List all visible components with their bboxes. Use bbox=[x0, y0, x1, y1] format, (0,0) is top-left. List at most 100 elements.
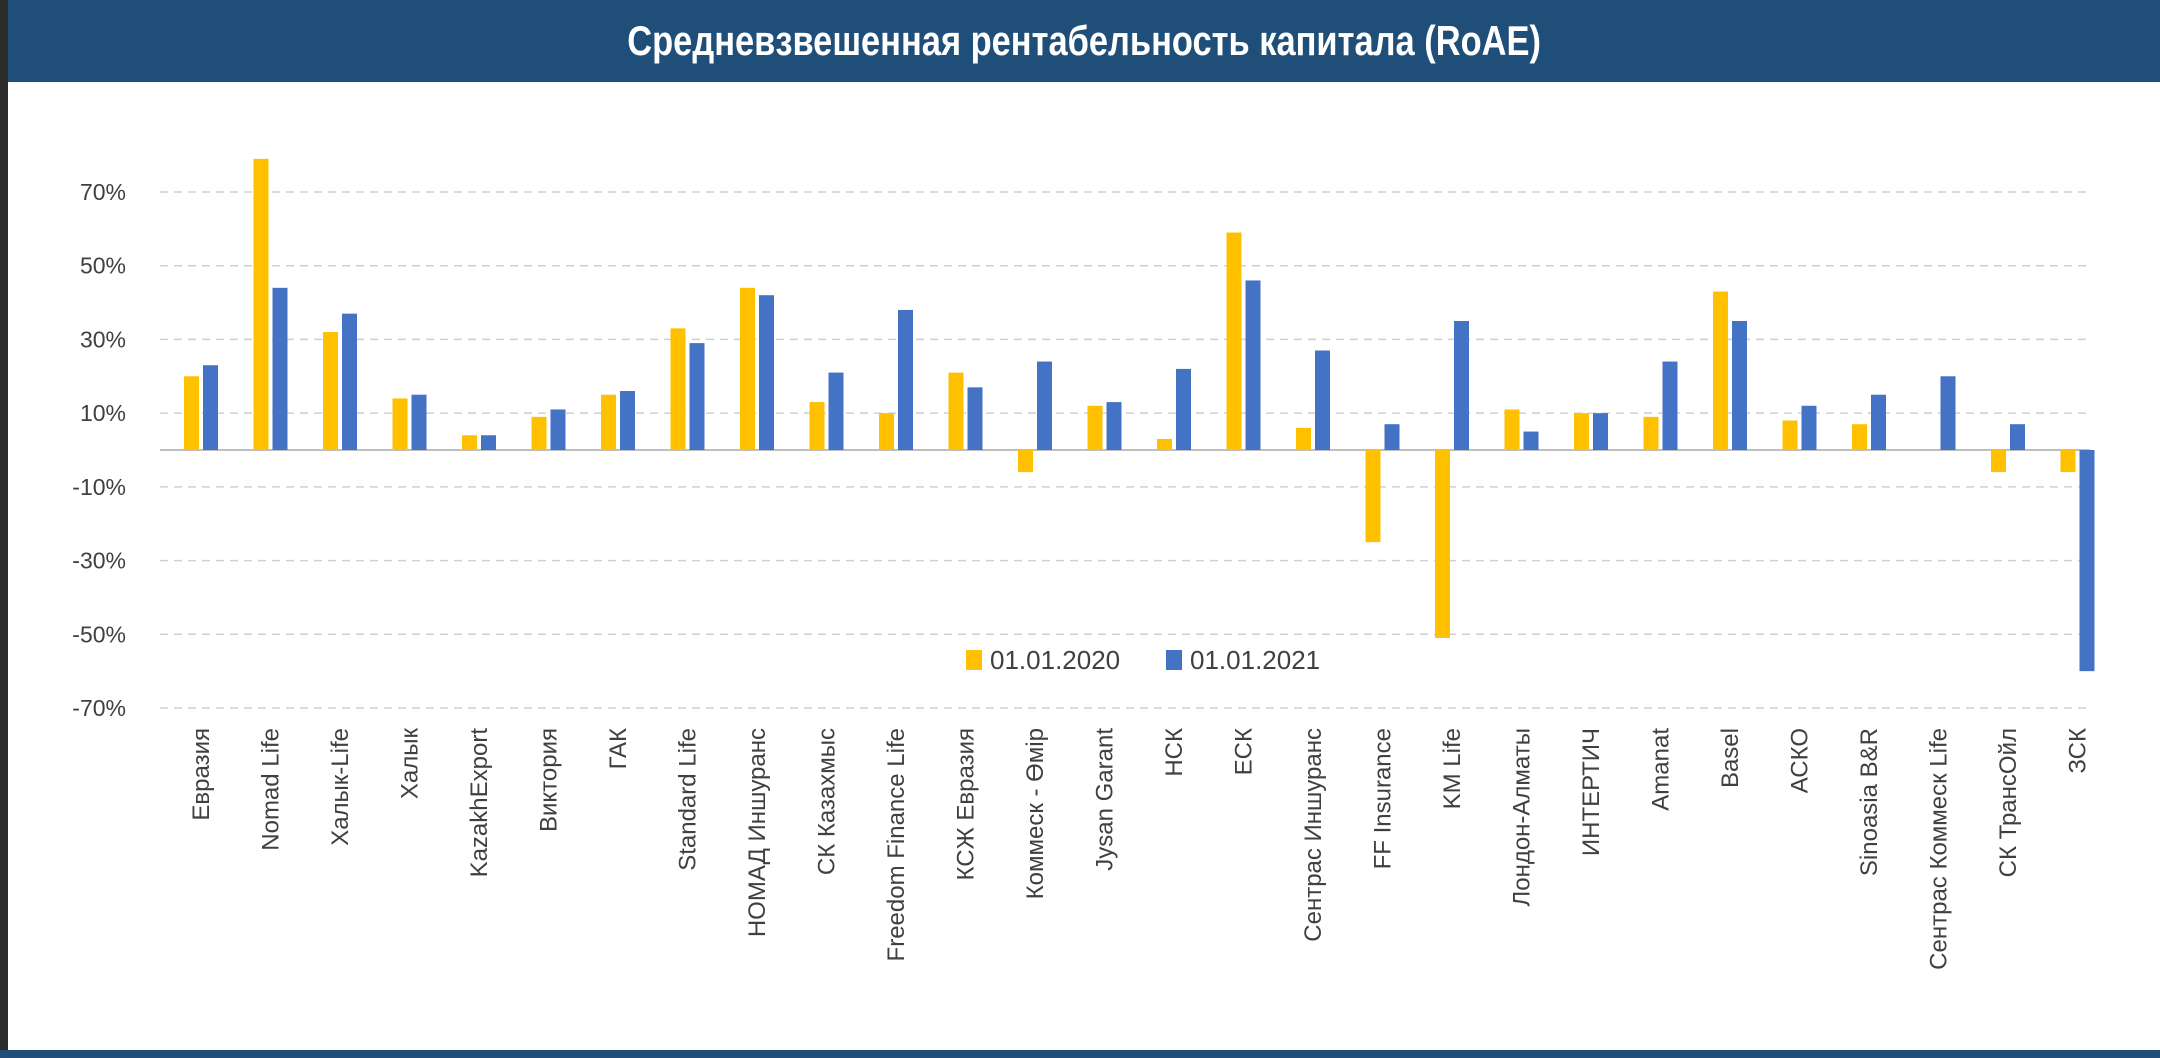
bar-series-2021 bbox=[550, 409, 566, 450]
bar-series-2021 bbox=[967, 387, 983, 450]
bar-series-2021 bbox=[1940, 376, 1956, 450]
y-tick-label: -10% bbox=[72, 474, 126, 500]
category-label: KM Life bbox=[1439, 728, 1466, 809]
bar-series-2021 bbox=[1523, 431, 1539, 450]
bar-series-2021 bbox=[481, 435, 496, 450]
bar-series-2020 bbox=[1435, 450, 1450, 638]
y-tick-label: -50% bbox=[72, 621, 126, 647]
category-label: Amanat bbox=[1648, 728, 1675, 811]
category-label: KazakhExport bbox=[466, 728, 493, 878]
bar-series-2020 bbox=[1018, 450, 1033, 473]
bar-series-2021 bbox=[1245, 280, 1261, 450]
y-tick-label: -70% bbox=[72, 695, 126, 721]
bar-series-2021 bbox=[1732, 321, 1747, 450]
bar-series-2020 bbox=[670, 328, 686, 450]
bottom-strip bbox=[0, 1050, 2160, 1058]
bar-series-2020 bbox=[1852, 424, 1867, 450]
category-label: Виктория bbox=[536, 728, 563, 832]
bar-series-2021 bbox=[411, 394, 427, 450]
legend-swatch bbox=[1166, 650, 1182, 670]
bar-series-2021 bbox=[2010, 424, 2025, 450]
legend-swatch bbox=[966, 650, 982, 670]
category-label: ЕСК bbox=[1231, 728, 1258, 775]
bar-series-2021 bbox=[1315, 350, 1330, 450]
chart-title-bar: Средневзвешенная рентабельность капитала… bbox=[8, 0, 2160, 82]
bar-series-2021 bbox=[342, 313, 357, 450]
category-label: АСКО bbox=[1787, 728, 1814, 793]
bar-series-2020 bbox=[1087, 405, 1103, 450]
bar-series-2021 bbox=[203, 365, 218, 450]
bar-series-2020 bbox=[1157, 438, 1172, 450]
bar-series-2020 bbox=[1643, 416, 1659, 450]
bar-series-2021 bbox=[1801, 405, 1817, 450]
y-tick-label: 70% bbox=[80, 179, 126, 205]
bar-series-2021 bbox=[620, 391, 635, 450]
bar-series-2021 bbox=[1593, 413, 1608, 450]
bar-series-2020 bbox=[1991, 450, 2006, 473]
bar-series-2020 bbox=[1713, 291, 1728, 450]
category-label: ИНТЕРТИЧ bbox=[1578, 728, 1605, 856]
bar-series-2021 bbox=[1384, 424, 1400, 450]
bar-series-2020 bbox=[1226, 232, 1242, 450]
bar-series-2020 bbox=[809, 402, 825, 450]
category-label: СК Казахмыс bbox=[814, 728, 841, 875]
bar-series-2021 bbox=[1871, 394, 1886, 450]
category-label: FF Insurance bbox=[1370, 728, 1397, 869]
bar-series-2021 bbox=[828, 372, 844, 450]
bar-series-2020 bbox=[740, 287, 755, 450]
category-label: Sinoasia B&R bbox=[1856, 728, 1883, 876]
category-label: Коммеск - Өмір bbox=[1022, 728, 1049, 899]
category-label: Standard Life bbox=[675, 728, 702, 871]
bar-series-2020 bbox=[2060, 450, 2076, 473]
chart-title: Средневзвешенная рентабельность капитала… bbox=[627, 17, 1541, 64]
bar-series-2020 bbox=[948, 372, 964, 450]
bar-series-2020 bbox=[531, 416, 547, 450]
bar-series-2020 bbox=[879, 413, 894, 450]
category-label: Jysan Garant bbox=[1092, 728, 1119, 871]
bar-series-2021 bbox=[898, 309, 913, 450]
legend-label: 01.01.2021 bbox=[1190, 645, 1320, 675]
y-tick-label: 50% bbox=[80, 253, 126, 279]
category-label: Nomad Life bbox=[258, 728, 285, 851]
chart-frame: Средневзвешенная рентабельность капитала… bbox=[8, 0, 2160, 1050]
category-label: Халык bbox=[397, 728, 424, 800]
bar-series-2020 bbox=[1365, 450, 1381, 543]
bar-series-2020 bbox=[184, 376, 199, 450]
bar-series-2020 bbox=[462, 435, 477, 450]
y-tick-label: 10% bbox=[80, 400, 126, 426]
category-label: НОМАД Иншуранс bbox=[744, 728, 771, 937]
bar-chart: -70% -50% -30% -10% 10% 30% 50% 70% Евразия Nomad… bbox=[72, 158, 2095, 970]
category-label: Евразия bbox=[188, 728, 215, 821]
category-label: Freedom Finance Life bbox=[883, 728, 910, 961]
bar-series-2020 bbox=[253, 158, 269, 451]
category-label: ЗСК bbox=[2065, 728, 2092, 774]
legend-label: 01.01.2020 bbox=[990, 645, 1120, 675]
bar-series-2021 bbox=[759, 295, 774, 450]
bar-series-2020 bbox=[1574, 413, 1589, 450]
y-tick-label: -30% bbox=[72, 548, 126, 574]
bar-series-2020 bbox=[1782, 420, 1798, 450]
bar-series-2021 bbox=[689, 343, 705, 450]
y-tick-label: 30% bbox=[80, 326, 126, 352]
category-label: Сентрас Коммеск Life bbox=[1926, 728, 1953, 970]
category-label: КСЖ Евразия bbox=[953, 728, 980, 880]
bar-series-2021 bbox=[1454, 321, 1469, 450]
bar-series-2021 bbox=[1662, 361, 1678, 450]
bar-series-2021 bbox=[2079, 450, 2095, 672]
bar-series-2020 bbox=[323, 332, 338, 450]
bar-series-2021 bbox=[1106, 402, 1122, 450]
bar-series-2020 bbox=[1296, 427, 1311, 450]
category-label: НСК bbox=[1161, 728, 1188, 777]
bar-series-2021 bbox=[272, 287, 288, 450]
category-label: СК ТрансОйл bbox=[1995, 728, 2022, 877]
bar-series-2020 bbox=[601, 394, 616, 450]
bar-series-2021 bbox=[1176, 368, 1191, 450]
category-label: Сентрас Иншуранс bbox=[1300, 728, 1327, 942]
category-label: ГАК bbox=[605, 728, 632, 769]
bar-series-2021 bbox=[1037, 361, 1052, 450]
category-label: Лондон-Алматы bbox=[1509, 728, 1536, 907]
category-label: Basel bbox=[1717, 728, 1744, 788]
bar-series-2020 bbox=[392, 398, 408, 450]
category-label: Халык-Life bbox=[327, 728, 354, 846]
bar-series-2020 bbox=[1504, 409, 1520, 450]
